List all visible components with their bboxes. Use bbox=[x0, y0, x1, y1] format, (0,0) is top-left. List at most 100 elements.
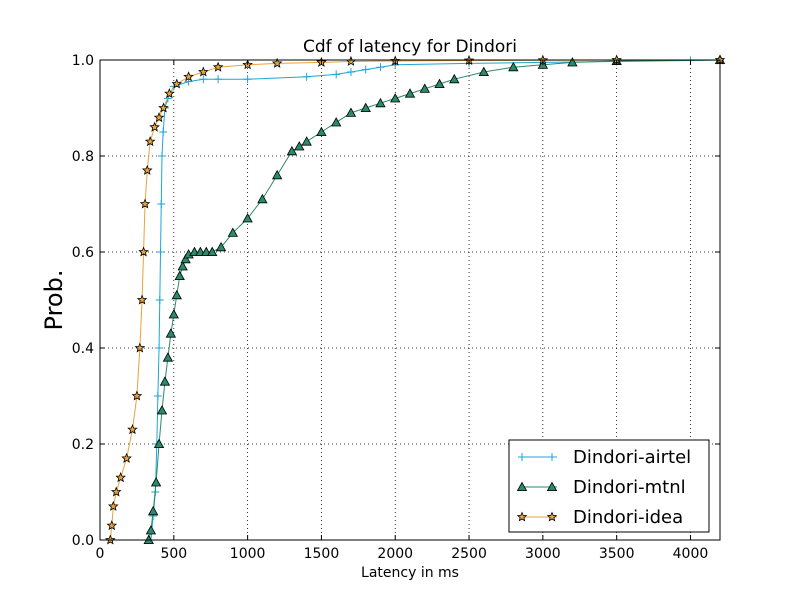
data-point-dindori-mtnl bbox=[567, 57, 578, 67]
y-tick-label: 1.0 bbox=[72, 53, 94, 69]
data-point-dindori-idea bbox=[138, 246, 149, 257]
data-point-dindori-idea bbox=[136, 294, 148, 305]
data-point-dindori-airtel bbox=[243, 75, 252, 84]
data-point-dindori-idea bbox=[212, 61, 224, 72]
data-point-dindori-airtel bbox=[376, 63, 385, 72]
data-point-dindori-idea bbox=[106, 520, 118, 531]
x-tick-label: 2000 bbox=[377, 546, 413, 562]
y-tick-label: 0.6 bbox=[72, 245, 94, 261]
data-point-dindori-mtnl bbox=[360, 102, 371, 112]
series-dindori-mtnl bbox=[143, 54, 726, 544]
data-point-dindori-mtnl bbox=[145, 525, 157, 535]
data-point-dindori-mtnl bbox=[257, 193, 268, 204]
data-point-dindori-mtnl bbox=[168, 309, 179, 319]
data-point-dindori-idea bbox=[141, 164, 153, 175]
data-point-dindori-mtnl bbox=[171, 289, 182, 300]
data-point-dindori-airtel bbox=[302, 72, 311, 81]
data-point-dindori-airtel bbox=[346, 68, 355, 76]
data-point-dindori-mtnl bbox=[345, 107, 357, 117]
legend-label-idea: Dindori-idea bbox=[573, 507, 683, 528]
data-point-dindori-airtel bbox=[361, 65, 370, 74]
data-point-dindori-mtnl bbox=[331, 117, 342, 127]
data-point-dindori-mtnl bbox=[449, 73, 460, 84]
plot-frame bbox=[99, 59, 721, 541]
data-point-dindori-mtnl bbox=[147, 505, 159, 516]
data-point-dindori-mtnl bbox=[294, 141, 305, 151]
data-point-dindori-idea bbox=[139, 198, 151, 209]
data-point-dindori-airtel bbox=[158, 152, 166, 160]
ticks: 0 500 1000 1500 2000 2500 3000 3500 4000 0.0 0.2 0.… bbox=[72, 53, 720, 562]
data-point-dindori-idea bbox=[144, 136, 156, 147]
x-tick-label: 500 bbox=[160, 546, 187, 562]
legend-marker-dindori-idea bbox=[516, 511, 528, 522]
data-point-dindori-mtnl bbox=[404, 88, 416, 98]
legend-marker-dindori-mtnl bbox=[516, 481, 528, 492]
data-point-dindori-mtnl bbox=[215, 241, 227, 252]
data-point-dindori-mtnl bbox=[286, 145, 298, 156]
data-point-dindori-idea bbox=[108, 500, 119, 511]
data-point-dindori-idea bbox=[158, 102, 169, 113]
data-point-dindori-idea bbox=[164, 88, 175, 99]
data-point-dindori-idea bbox=[171, 78, 183, 89]
data-point-dindori-mtnl bbox=[375, 97, 386, 108]
data-point-dindori-idea bbox=[127, 424, 138, 435]
data-point-dindori-airtel bbox=[155, 296, 164, 304]
x-tick-label: 3000 bbox=[525, 546, 561, 562]
data-point-dindori-mtnl bbox=[478, 66, 489, 76]
data-point-dindori-mtnl bbox=[177, 261, 188, 271]
y-tick-label: 0.0 bbox=[72, 533, 94, 549]
data-point-dindori-mtnl bbox=[419, 83, 430, 93]
legend: Dindori-airtel Dindori-mtnl Dindori-idea bbox=[508, 439, 710, 533]
data-point-dindori-mtnl bbox=[207, 246, 218, 257]
data-point-dindori-mtnl bbox=[159, 376, 171, 386]
data-point-dindori-airtel bbox=[159, 128, 168, 136]
data-point-dindori-mtnl bbox=[227, 227, 239, 237]
legend-marker-dindori-airtel bbox=[548, 453, 556, 461]
x-axis-label: Latency in ms bbox=[361, 565, 459, 581]
data-point-dindori-airtel bbox=[156, 248, 165, 256]
data-point-dindori-mtnl bbox=[434, 78, 445, 88]
data-point-dindori-idea bbox=[110, 486, 122, 497]
chart-title: Cdf of latency for Dindori bbox=[303, 37, 517, 57]
data-point-dindori-mtnl bbox=[508, 61, 519, 72]
data-point-dindori-idea bbox=[134, 342, 146, 353]
y-axis-label: Prob. bbox=[40, 270, 68, 331]
legend-marker-dindori-idea bbox=[546, 511, 558, 522]
x-tick-label: 2500 bbox=[451, 546, 487, 562]
x-tick-label: 3500 bbox=[599, 546, 635, 562]
legend-label-mtnl: Dindori-mtnl bbox=[573, 477, 686, 498]
x-tick-label: 0 bbox=[96, 546, 105, 562]
data-point-dindori-airtel bbox=[155, 344, 164, 352]
data-point-dindori-idea bbox=[131, 390, 143, 401]
data-point-dindori-mtnl bbox=[301, 136, 312, 146]
data-point-dindori-airtel bbox=[332, 70, 341, 79]
data-point-dindori-airtel bbox=[199, 75, 208, 84]
legend-marker-dindori-mtnl bbox=[546, 481, 558, 492]
data-point-dindori-idea bbox=[121, 452, 132, 463]
series-layer bbox=[105, 54, 726, 545]
data-point-dindori-airtel bbox=[153, 392, 162, 400]
data-point-dindori-airtel bbox=[157, 200, 166, 208]
y-tick-label: 0.4 bbox=[72, 341, 94, 357]
data-point-dindori-mtnl bbox=[153, 438, 165, 449]
data-point-dindori-mtnl bbox=[162, 352, 174, 362]
y-tick-label: 0.2 bbox=[72, 437, 94, 453]
data-point-dindori-airtel bbox=[214, 75, 223, 84]
data-point-dindori-mtnl bbox=[390, 93, 401, 103]
data-point-dindori-idea bbox=[183, 71, 194, 82]
data-point-dindori-mtnl bbox=[174, 270, 185, 281]
data-point-dindori-idea bbox=[115, 472, 126, 483]
data-point-dindori-mtnl bbox=[271, 169, 283, 180]
data-point-dindori-idea bbox=[153, 112, 165, 123]
data-point-dindori-mtnl bbox=[180, 253, 191, 264]
data-point-dindori-idea bbox=[271, 57, 283, 68]
legend-label-airtel: Dindori-airtel bbox=[573, 447, 691, 468]
x-tick-label: 4000 bbox=[673, 546, 709, 562]
data-point-dindori-mtnl bbox=[165, 328, 177, 338]
data-point-dindori-mtnl bbox=[156, 405, 168, 415]
legend-marker-dindori-airtel bbox=[518, 453, 526, 461]
data-point-dindori-idea bbox=[198, 66, 209, 77]
data-point-dindori-mtnl bbox=[316, 126, 327, 137]
x-tick-label: 1500 bbox=[304, 546, 340, 562]
